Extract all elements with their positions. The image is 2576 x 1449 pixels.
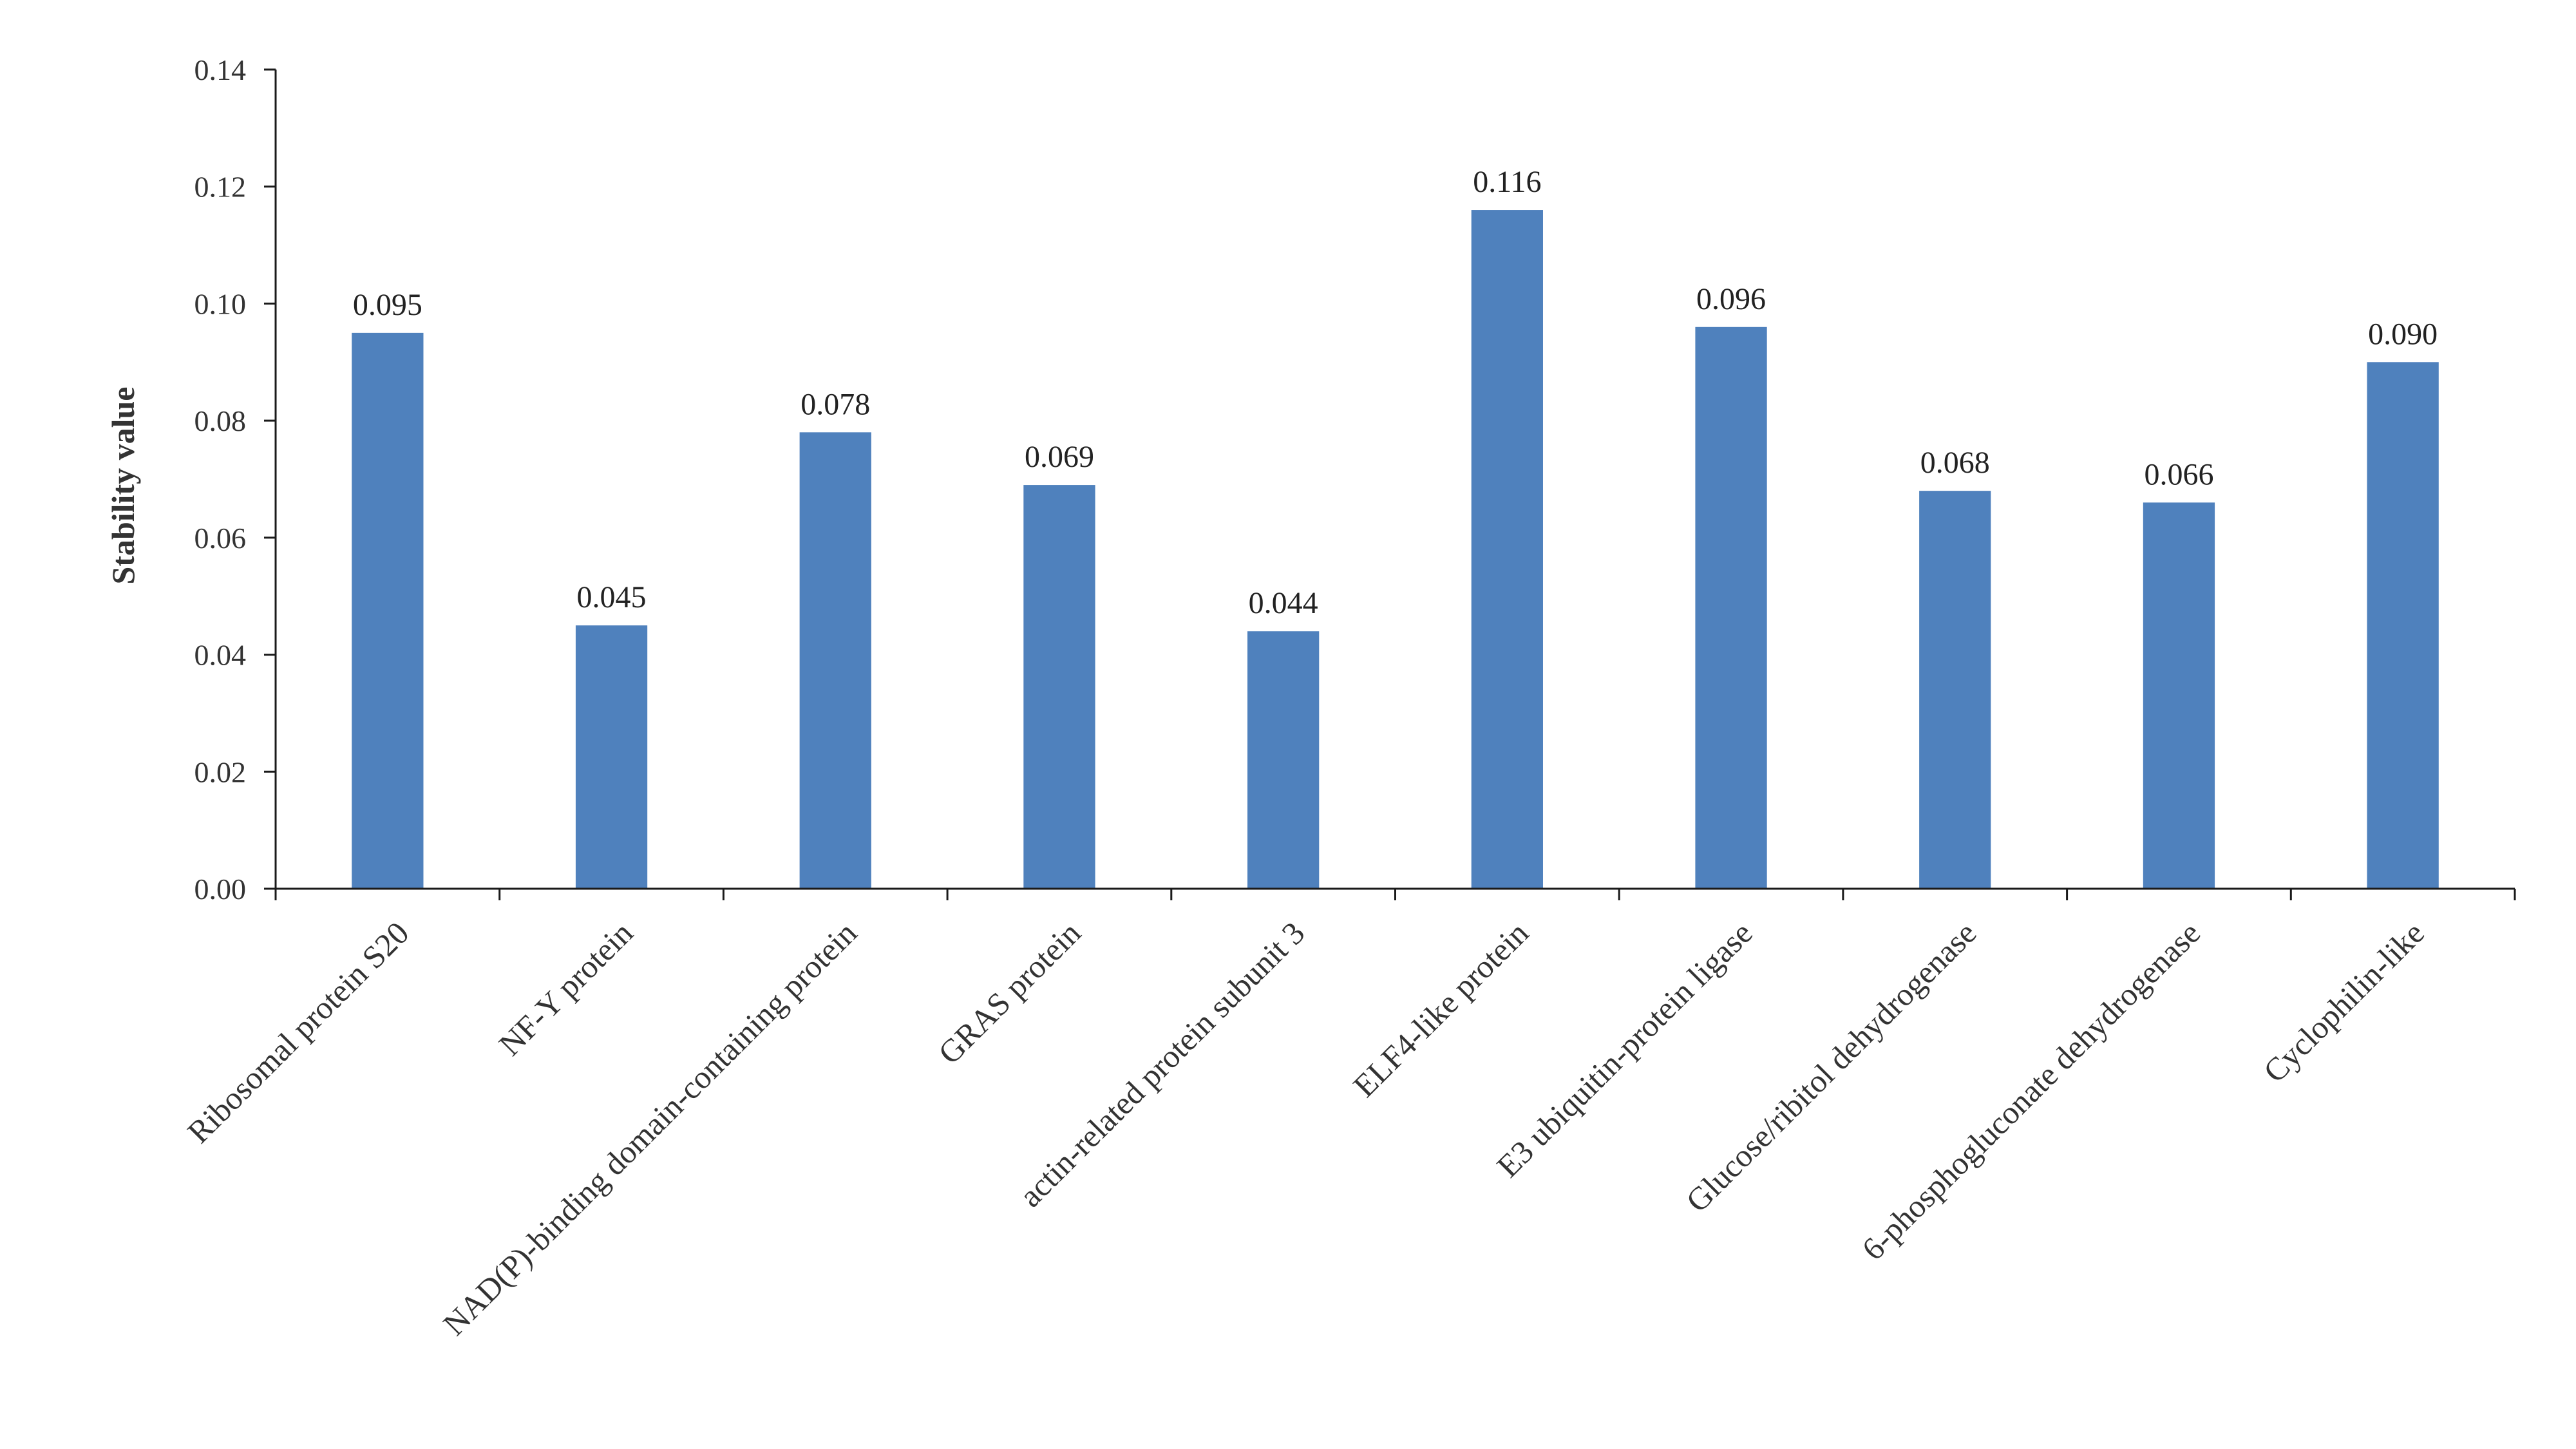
data-label: 0.069 — [1025, 440, 1094, 474]
bar — [1471, 210, 1543, 889]
y-axis: 0.00 0.02 0.04 0.06 0.08 0.10 0.12 0.14 — [194, 53, 277, 905]
bar — [2143, 502, 2215, 889]
bar — [1247, 631, 1320, 889]
bar — [352, 332, 424, 889]
bar — [1023, 485, 1095, 889]
data-label: 0.090 — [2368, 317, 2438, 351]
bar — [1919, 491, 1991, 889]
x-tick-label: GRAS protein — [931, 914, 1088, 1071]
data-label: 0.078 — [800, 387, 870, 421]
y-tick-label: 0.04 — [194, 639, 247, 672]
x-axis — [274, 887, 2516, 900]
data-label: 0.068 — [1920, 446, 1990, 480]
y-axis-title-group: Stability value — [105, 387, 141, 585]
x-tick-label: E3 ubiquitin-protein ligase — [1490, 914, 1759, 1184]
x-tick-label: NAD(P)-binding domain-containing protein — [436, 914, 864, 1342]
x-tick-label: Ribosomal protein S20 — [180, 914, 416, 1150]
y-tick-label: 0.06 — [194, 522, 247, 554]
x-tick-label: NF-Y protein — [492, 914, 640, 1063]
data-label: 0.096 — [1696, 282, 1766, 316]
x-tick-label: Cyclophilin-like — [2257, 914, 2431, 1089]
bar — [2367, 362, 2439, 889]
data-label: 0.045 — [577, 580, 647, 614]
x-tick-labels: Ribosomal protein S20 NF-Y proteinNAD(P)-… — [180, 914, 2431, 1342]
bar — [575, 625, 648, 889]
data-labels: 0.095 0.045 0.078 0.069 0.044 0.116 0.096 0.068… — [353, 165, 2438, 620]
data-label: 0.116 — [1473, 165, 1541, 199]
y-tick-label: 0.08 — [194, 404, 247, 437]
bar — [799, 432, 871, 889]
data-label: 0.066 — [2144, 457, 2213, 491]
bars — [352, 210, 2439, 889]
y-tick-label: 0.14 — [194, 53, 247, 86]
y-tick-label: 0.10 — [194, 287, 247, 320]
y-tick-label: 0.12 — [194, 171, 247, 204]
data-label: 0.044 — [1249, 586, 1318, 620]
data-label: 0.095 — [353, 288, 422, 322]
y-tick-label: 0.02 — [194, 755, 247, 788]
y-axis-title: Stability value — [105, 387, 141, 585]
y-tick-label: 0.00 — [194, 873, 247, 905]
x-tick-label: ELF4-like protein — [1346, 914, 1535, 1104]
bar — [1695, 327, 1767, 889]
